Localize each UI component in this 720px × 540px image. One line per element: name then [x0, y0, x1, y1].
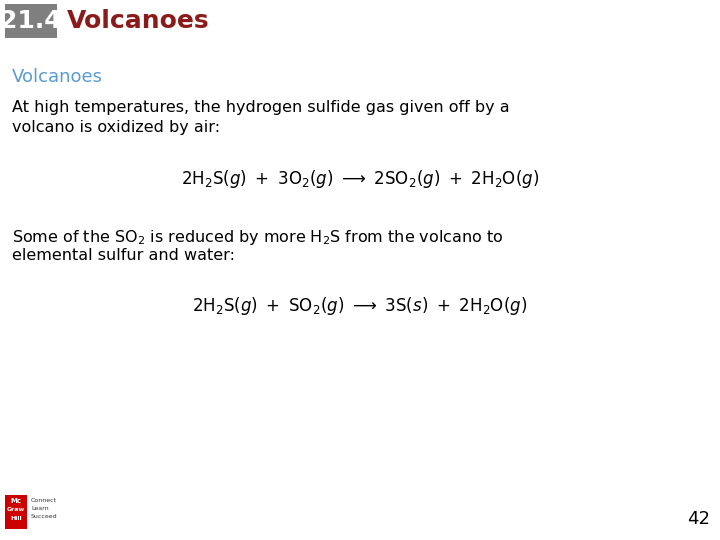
Text: Succeed: Succeed	[31, 514, 58, 519]
Text: Some of the SO$_2$ is reduced by more H$_2$S from the volcano to: Some of the SO$_2$ is reduced by more H$…	[12, 228, 503, 247]
Text: $\mathrm{2H_2S(\mathit{g})\ +\ SO_2(\mathit{g})\ \longrightarrow\ 3S(\mathit{s}): $\mathrm{2H_2S(\mathit{g})\ +\ SO_2(\mat…	[192, 295, 528, 317]
FancyBboxPatch shape	[5, 495, 27, 529]
Text: 21.4: 21.4	[0, 9, 62, 33]
Text: elemental sulfur and water:: elemental sulfur and water:	[12, 248, 235, 263]
Text: Volcanoes: Volcanoes	[67, 9, 210, 33]
Text: Volcanoes: Volcanoes	[12, 68, 103, 86]
Text: Mc: Mc	[11, 498, 22, 504]
FancyBboxPatch shape	[5, 4, 57, 38]
Text: Learn: Learn	[31, 506, 49, 511]
Text: $\mathrm{2H_2S(\mathit{g})\ +\ 3O_2(\mathit{g})\ \longrightarrow\ 2SO_2(\mathit{: $\mathrm{2H_2S(\mathit{g})\ +\ 3O_2(\mat…	[181, 168, 539, 190]
Text: 42: 42	[687, 510, 710, 528]
Text: Connect: Connect	[31, 498, 57, 503]
Text: volcano is oxidized by air:: volcano is oxidized by air:	[12, 120, 220, 135]
Text: Graw: Graw	[7, 507, 25, 512]
Text: Hill: Hill	[10, 516, 22, 521]
Text: At high temperatures, the hydrogen sulfide gas given off by a: At high temperatures, the hydrogen sulfi…	[12, 100, 510, 115]
